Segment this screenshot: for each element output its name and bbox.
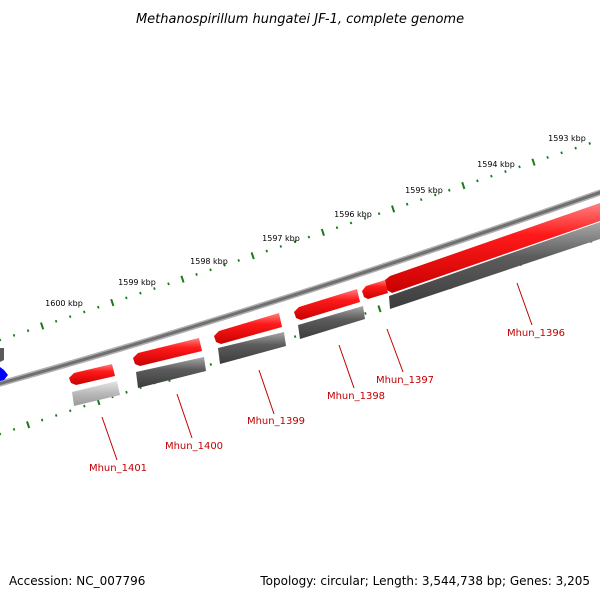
cds-bar-mhun-1399[interactable]: [218, 332, 286, 364]
gene-label-mhun-1400[interactable]: Mhun_1400: [165, 441, 223, 452]
minor-tick: [237, 259, 240, 262]
cds-bar-mhun-1396[interactable]: [389, 222, 600, 309]
minor-tick: [125, 296, 128, 300]
minor-tick: [54, 319, 58, 323]
minor-tick: [363, 216, 367, 220]
minor-tick: [68, 315, 72, 319]
minor-tick: [40, 418, 44, 422]
minor-tick: [293, 335, 297, 338]
major-tick: [391, 205, 396, 213]
minor-tick: [476, 179, 479, 183]
label-leaders: [101, 282, 533, 461]
minor-tick: [518, 165, 521, 169]
minor-tick: [293, 240, 297, 244]
minor-tick: [377, 212, 381, 216]
minor-tick: [279, 244, 283, 248]
scale-label: 1593 kbp: [548, 134, 586, 143]
minor-tick: [434, 193, 437, 197]
minor-tick: [83, 404, 86, 408]
minor-tick: [209, 363, 213, 366]
minor-tick: [504, 170, 507, 173]
minor-tick: [546, 156, 549, 159]
major-tick: [40, 322, 45, 330]
cds-track: [72, 222, 600, 406]
minor-tick: [364, 312, 367, 315]
major-tick: [461, 181, 466, 190]
minor-tick: [574, 146, 577, 150]
cds-bar-mhun-1398[interactable]: [298, 306, 365, 339]
scale-label: 1600 kbp: [45, 299, 83, 308]
gene-label-mhun-1399[interactable]: Mhun_1399: [247, 416, 305, 427]
major-tick: [531, 158, 536, 166]
minor-tick: [69, 409, 72, 413]
leader-line: [386, 328, 404, 373]
genome-backbone: [0, 189, 600, 387]
major-tick: [26, 421, 31, 429]
minor-tick: [588, 142, 591, 145]
accession-text: Accession: NC_007796: [9, 574, 146, 588]
cds-bar-mhun-1400[interactable]: [136, 357, 206, 388]
minor-tick: [490, 174, 493, 178]
map-title: Methanospirillum hungatei JF-1, complete…: [136, 12, 464, 27]
major-tick: [110, 298, 115, 307]
minor-tick: [265, 249, 268, 253]
scale-label: 1598 kbp: [190, 257, 228, 266]
minor-tick: [167, 282, 170, 286]
minor-tick: [419, 198, 423, 202]
minor-tick: [97, 305, 100, 309]
minor-tick: [307, 235, 311, 239]
major-tick: [250, 252, 255, 260]
minor-tick: [12, 427, 16, 431]
gene-label-mhun-1396[interactable]: Mhun_1396: [507, 328, 565, 339]
gene-arrow-mhun-1398[interactable]: [294, 289, 360, 320]
gene-track: [69, 203, 600, 385]
gene-label-mhun-1398[interactable]: Mhun_1398: [327, 391, 385, 402]
minor-tick: [349, 221, 353, 225]
leader-line: [101, 416, 118, 461]
minor-tick: [139, 291, 142, 295]
leader-line: [516, 282, 533, 326]
major-tick: [320, 228, 325, 237]
minor-tick: [405, 202, 409, 206]
minor-tick: [335, 226, 339, 230]
leader-line: [176, 393, 193, 439]
scale-labels: 1593 kbp 1594 kbp 1595 kbp 1596 kbp 1597…: [45, 134, 586, 308]
gene-label-mhun-1397[interactable]: Mhun_1397: [376, 375, 434, 386]
topology-text: Topology: circular; Length: 3,544,738 bp…: [260, 574, 590, 588]
scale-label: 1599 kbp: [118, 278, 156, 287]
gene-arrow-mhun-1401[interactable]: [69, 364, 115, 385]
gene-arrow-mhun-1400[interactable]: [133, 338, 202, 366]
minor-tick: [26, 329, 30, 333]
blue-feature-marker: [0, 367, 8, 381]
scale-label: 1595 kbp: [405, 186, 443, 195]
minor-tick: [125, 390, 128, 394]
minor-tick: [209, 268, 212, 272]
partial-feature-marker: [0, 348, 4, 362]
major-tick: [377, 305, 382, 313]
leader-line: [258, 369, 275, 415]
gene-arrow-mhun-1397[interactable]: [362, 280, 388, 299]
minor-tick: [560, 151, 563, 155]
minor-tick: [448, 188, 451, 192]
gene-label-mhun-1401[interactable]: Mhun_1401: [89, 463, 147, 474]
scale-label: 1596 kbp: [334, 210, 372, 219]
minor-tick: [54, 414, 58, 417]
minor-tick: [153, 287, 156, 290]
gene-labels: Mhun_1396 Mhun_1397 Mhun_1398 Mhun_1399 …: [89, 328, 565, 474]
gene-arrow-mhun-1396[interactable]: [385, 203, 600, 293]
minor-tick: [12, 333, 16, 337]
leader-line: [338, 344, 355, 389]
scale-label: 1597 kbp: [262, 234, 300, 243]
minor-tick: [223, 263, 226, 267]
scale-label: 1594 kbp: [477, 160, 515, 169]
minor-tick: [195, 273, 198, 276]
major-tick: [180, 275, 185, 283]
gene-arrow-mhun-1399[interactable]: [214, 313, 282, 344]
cds-bar-mhun-1401[interactable]: [72, 381, 120, 406]
minor-tick: [83, 310, 86, 314]
